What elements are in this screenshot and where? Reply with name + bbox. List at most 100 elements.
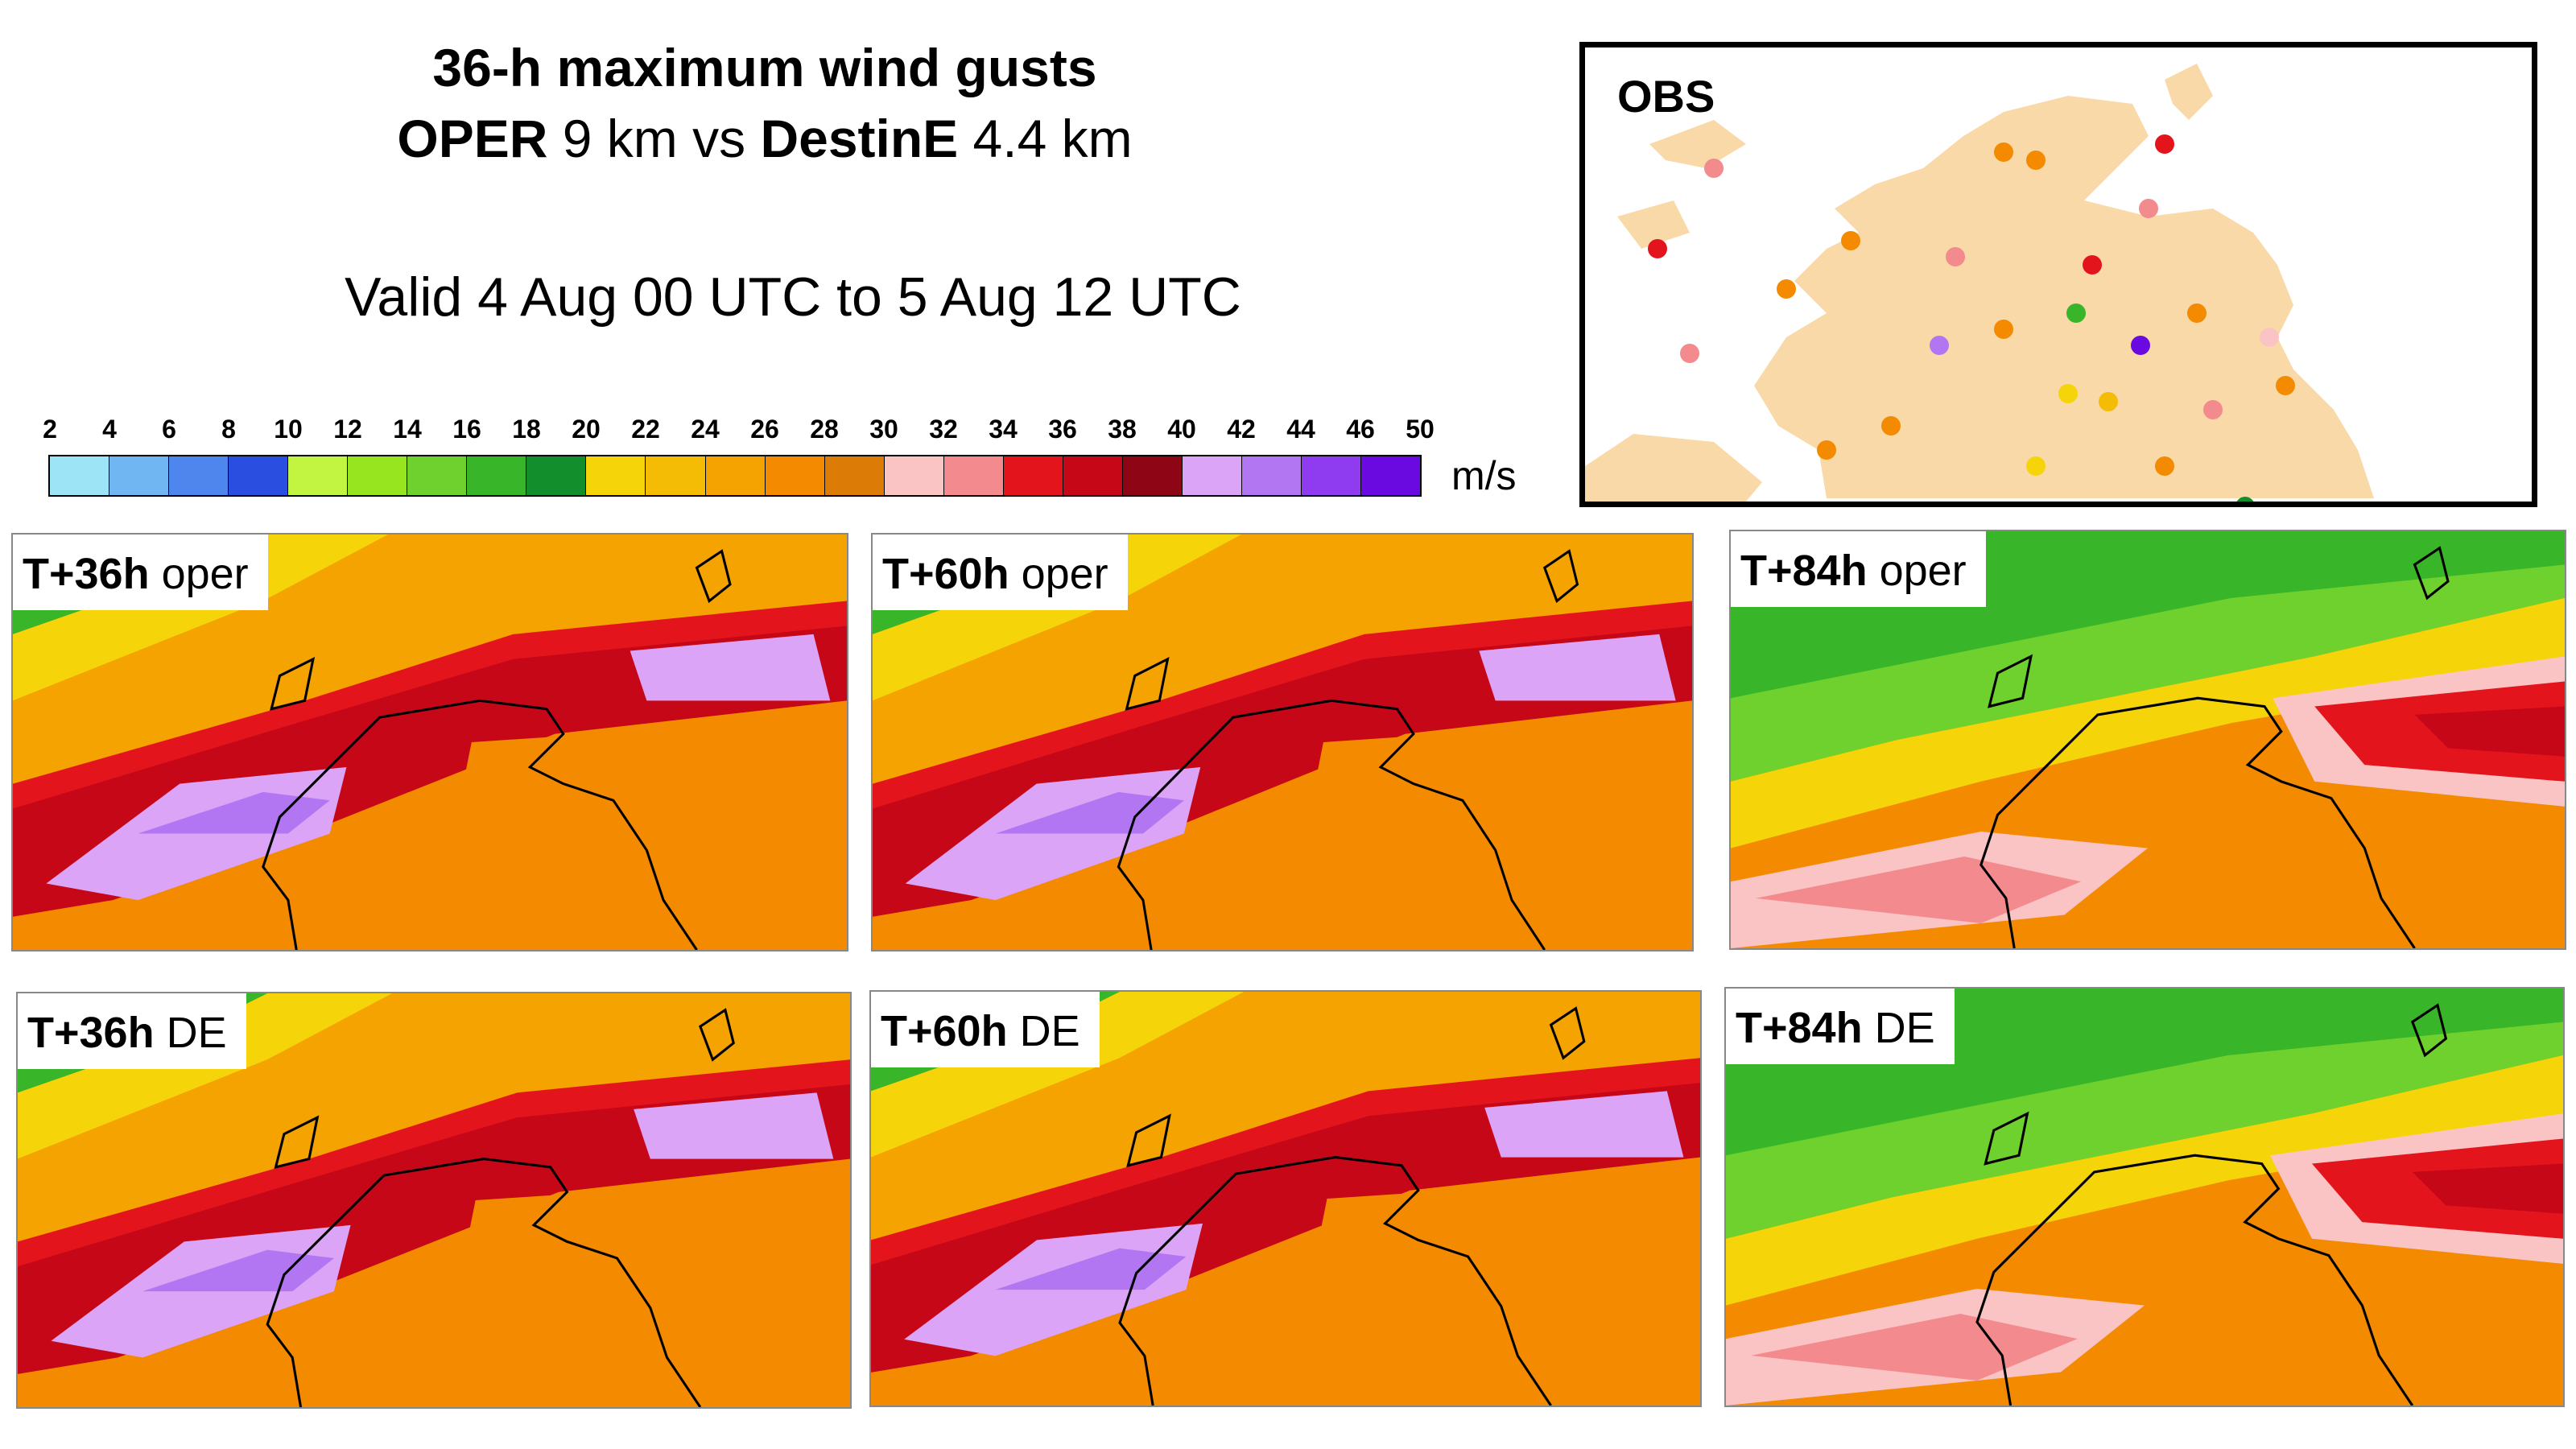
colorbar-swatch (705, 456, 766, 495)
colorbar-tick-label: 12 (333, 415, 362, 444)
wind-contour (13, 535, 389, 701)
wind-contour (634, 1092, 834, 1159)
forecast-panel: T+36h oper (11, 533, 848, 952)
wind-contour (142, 1249, 334, 1292)
colorbar-tick-label: 30 (869, 415, 898, 444)
obs-station-dot (2276, 376, 2295, 395)
colorbar-tick-label: 34 (989, 415, 1018, 444)
obs-station-dot (1680, 344, 1699, 363)
panel-model: DE (1007, 1007, 1080, 1055)
colorbar-tick-label: 16 (452, 415, 481, 444)
panel-lead-time: T+60h (882, 550, 1009, 598)
panel-model: DE (154, 1009, 227, 1057)
colorbar-swatch (1003, 456, 1063, 495)
obs-station-dot (2260, 328, 2279, 347)
wind-contour (1726, 1055, 2563, 1306)
forecast-panel: T+84h DE (1724, 987, 2565, 1407)
panel-model: oper (1009, 550, 1108, 598)
colorbar-tick-label: 50 (1406, 415, 1435, 444)
colorbar-tick-label: 4 (102, 415, 117, 444)
colorbar-tick-label: 22 (631, 415, 660, 444)
wind-contour (871, 992, 1245, 1158)
colorbar-ticks: 2 4 6 8 10 12 14 16 18 20 22 24 26 28 30 32 34 36 38 40 42 44… (0, 415, 1449, 447)
forecast-panel: T+60h oper (871, 533, 1694, 952)
colorbar-swatch (467, 456, 527, 495)
valid-period: Valid 4 Aug 00 UTC to 5 Aug 12 UTC (345, 266, 1241, 328)
title-block: 36-h maximum wind gusts OPER 9 km vs Des… (201, 32, 1328, 174)
obs-station-dot (2139, 199, 2158, 218)
destine-label: DestinE (760, 109, 959, 168)
obs-station-dot (1994, 320, 2013, 339)
panel-label: T+60h oper (873, 535, 1128, 610)
subtitle-mid: 9 km vs (547, 109, 761, 168)
panel-lead-time: T+84h (1736, 1004, 1863, 1052)
panel-model: oper (1867, 547, 1967, 595)
forecast-panel: T+84h oper (1729, 530, 2566, 950)
obs-label: OBS (1617, 71, 1715, 122)
wind-contour (1731, 597, 2565, 848)
panel-label: T+60h DE (871, 992, 1100, 1067)
colorbar-swatch (943, 456, 1004, 495)
subtitle-end: 4.4 km (958, 109, 1133, 168)
colorbar-swatch (884, 456, 944, 495)
panel-lead-time: T+84h (1740, 547, 1868, 595)
colorbar-tick-label: 2 (43, 415, 57, 444)
obs-station-dot (1930, 336, 1949, 355)
obs-station-dot (2026, 151, 2046, 170)
colorbar-tick-label: 20 (572, 415, 601, 444)
colorbar-tick-label: 18 (512, 415, 541, 444)
obs-station-dot (1881, 416, 1901, 436)
colorbar-swatch (646, 456, 706, 495)
colorbar-tick-label: 28 (810, 415, 839, 444)
obs-station-dot (1994, 142, 2013, 162)
panel-lead-time: T+60h (881, 1007, 1008, 1055)
colorbar-swatch (50, 456, 110, 495)
coastline (1975, 1003, 2448, 1406)
colorbar-swatch (288, 456, 349, 495)
obs-land-north (2165, 64, 2213, 120)
colorbar-swatch (348, 456, 408, 495)
wind-contour (1286, 1174, 1700, 1406)
obs-station-dot (2083, 255, 2102, 275)
colorbar-swatch (586, 456, 646, 495)
subtitle: OPER 9 km vs DestinE 4.4 km (201, 103, 1328, 174)
colorbar-tick-label: 40 (1167, 415, 1196, 444)
colorbar-tick-label: 8 (221, 415, 236, 444)
panel-label: T+84h oper (1731, 531, 1986, 607)
obs-station-dot (1777, 279, 1796, 299)
panel-lead-time: T+36h (23, 550, 150, 598)
wind-contour (2414, 706, 2565, 757)
colorbar-tick-label: 24 (691, 415, 720, 444)
panel-model: DE (1862, 1004, 1935, 1052)
colorbar-swatch (1063, 456, 1123, 495)
obs-station-dot (2026, 456, 2046, 476)
wind-contour (1484, 1091, 1684, 1158)
colorbar-swatch (824, 456, 885, 495)
colorbar-tick-label: 6 (162, 415, 176, 444)
colorbar-swatch (1301, 456, 1362, 495)
obs-station-dot (1704, 159, 1724, 178)
colorbar-swatch (1122, 456, 1183, 495)
wind-contour (138, 791, 330, 834)
obs-station-dot (2236, 497, 2254, 502)
colorbar-tick-label: 10 (274, 415, 303, 444)
obs-station-dot (2058, 384, 2078, 403)
colorbar-tick-label: 26 (750, 415, 779, 444)
panel-label: T+84h DE (1726, 989, 1955, 1064)
colorbar-swatch (109, 456, 170, 495)
coastline (1117, 549, 1579, 950)
colorbar-swatch (526, 456, 587, 495)
colorbar-tick-label: 42 (1227, 415, 1256, 444)
obs-station-dot (2203, 400, 2223, 419)
wind-field-map (13, 535, 847, 950)
oper-label: OPER (397, 109, 548, 168)
coastline (262, 549, 732, 950)
colorbar-tick-label: 46 (1346, 415, 1375, 444)
coastline (1118, 1006, 1586, 1406)
obs-land (1754, 96, 2374, 498)
coastline (1979, 546, 2450, 948)
obs-station-dot (2066, 303, 2086, 323)
colorbar-swatch (1241, 456, 1302, 495)
colorbar-tick-label: 14 (393, 415, 422, 444)
main-title: 36-h maximum wind gusts (432, 38, 1097, 97)
